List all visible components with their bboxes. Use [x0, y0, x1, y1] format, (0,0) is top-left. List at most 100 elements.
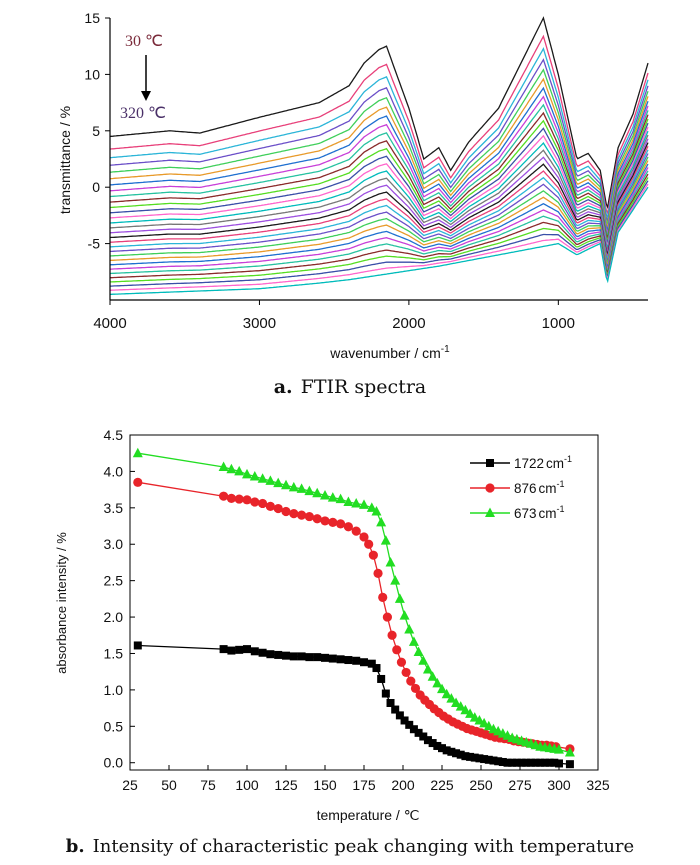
data-point — [489, 756, 498, 765]
data-point — [390, 575, 401, 585]
spectrum-line — [109, 95, 649, 235]
panel-a-x-label: wavenumber / cm-1 — [329, 344, 450, 361]
series-876 — [133, 477, 575, 754]
data-point — [419, 732, 428, 741]
data-point — [400, 716, 409, 725]
legend-label: 673 cm-1 — [514, 504, 565, 521]
data-point — [359, 532, 369, 542]
x-tick-label: 300 — [547, 777, 571, 793]
data-point — [321, 653, 329, 662]
panel-b-y-label: absorbance intensity / % — [54, 532, 69, 674]
data-point — [305, 653, 314, 662]
data-point — [395, 711, 404, 720]
data-point — [328, 654, 337, 663]
data-point — [242, 468, 252, 479]
data-point — [385, 556, 396, 567]
data-point — [289, 652, 298, 661]
legend-marker — [486, 459, 494, 467]
data-point — [304, 511, 314, 522]
annotation-30c: 30 ℃ — [125, 33, 163, 50]
data-point — [376, 516, 387, 527]
data-point — [282, 651, 290, 660]
data-point — [427, 671, 438, 681]
data-point — [423, 736, 432, 745]
caption-b-letter: b. — [66, 836, 85, 857]
data-point — [226, 493, 236, 503]
spectrum-line — [109, 58, 649, 223]
spectrum-line — [110, 173, 649, 279]
data-point — [475, 754, 484, 763]
spectrum-line — [110, 145, 649, 259]
panel-a-y-ticks: 15 10 5 0 -5 — [84, 10, 110, 252]
data-point — [297, 510, 307, 520]
legend-value: 876 — [514, 481, 537, 496]
data-point — [555, 759, 563, 768]
data-point — [438, 744, 446, 753]
ftir-spectra-group — [109, 16, 649, 296]
panel-b-x-label: temperature / ℃ — [317, 807, 420, 823]
data-point — [371, 505, 382, 516]
caption-a: a. FTIR spectra — [274, 376, 427, 398]
data-point — [377, 674, 386, 683]
legend-unit: cm — [539, 506, 557, 521]
x-tick-label: 3000 — [243, 315, 276, 332]
data-point — [296, 483, 307, 493]
data-point — [243, 645, 251, 654]
data-point — [336, 519, 346, 529]
annotation-320c: 320 ℃ — [120, 105, 166, 122]
legend-marker — [485, 507, 495, 517]
x-tick-label: 100 — [235, 777, 259, 793]
data-point — [498, 757, 507, 766]
spectrum-line — [109, 126, 649, 248]
x-tick-label: 25 — [122, 777, 138, 793]
data-point — [396, 657, 407, 667]
data-point — [442, 746, 451, 755]
data-point — [257, 473, 268, 483]
y-tick-label: 1.5 — [104, 645, 124, 661]
x-tick-label: 325 — [586, 777, 610, 793]
data-point — [312, 487, 323, 498]
data-point — [441, 688, 452, 699]
spectrum-line — [109, 111, 649, 241]
data-point — [133, 477, 143, 487]
spectrum-line — [109, 186, 649, 296]
spectrum-line — [109, 149, 649, 262]
data-point — [494, 757, 503, 766]
data-point — [289, 509, 299, 519]
data-point — [404, 623, 415, 634]
legend-value: 673 — [514, 506, 537, 521]
data-point — [387, 630, 397, 640]
data-point — [414, 728, 423, 737]
data-point — [265, 475, 276, 485]
y-tick-label: 3.0 — [104, 536, 124, 552]
caption-b: b. Intensity of characteristic peak chang… — [66, 836, 634, 857]
data-point — [288, 481, 299, 492]
legend-unit: cm — [539, 481, 557, 496]
data-point — [408, 636, 419, 646]
data-point — [266, 650, 275, 659]
x-tick-label: 75 — [200, 777, 216, 793]
data-point — [526, 758, 535, 767]
data-point — [409, 725, 418, 734]
data-point — [281, 506, 291, 517]
spectrum-line — [109, 160, 649, 268]
panel-a-x-label-text: wavenumber / cm — [329, 345, 440, 361]
data-point — [531, 758, 540, 767]
x-tick-label: 250 — [469, 777, 493, 793]
data-point — [273, 477, 284, 488]
x-tick-label: 50 — [161, 777, 177, 793]
data-point — [335, 493, 346, 504]
legend-value: 1722 — [514, 456, 544, 471]
y-tick-label: 0 — [92, 179, 100, 195]
data-point — [446, 693, 457, 703]
data-point — [372, 664, 381, 673]
legend-label: 1722 cm-1 — [514, 454, 572, 471]
x-tick-label: 225 — [430, 777, 454, 793]
caption-a-text: FTIR spectra — [301, 376, 427, 398]
panel-a-y-label: transmittance / % — [57, 106, 73, 214]
data-point — [373, 568, 383, 578]
caption-a-letter: a. — [274, 376, 293, 398]
spectrum-line — [109, 142, 649, 257]
x-tick-label: 150 — [313, 777, 337, 793]
legend-unit-sup: -1 — [564, 454, 572, 464]
